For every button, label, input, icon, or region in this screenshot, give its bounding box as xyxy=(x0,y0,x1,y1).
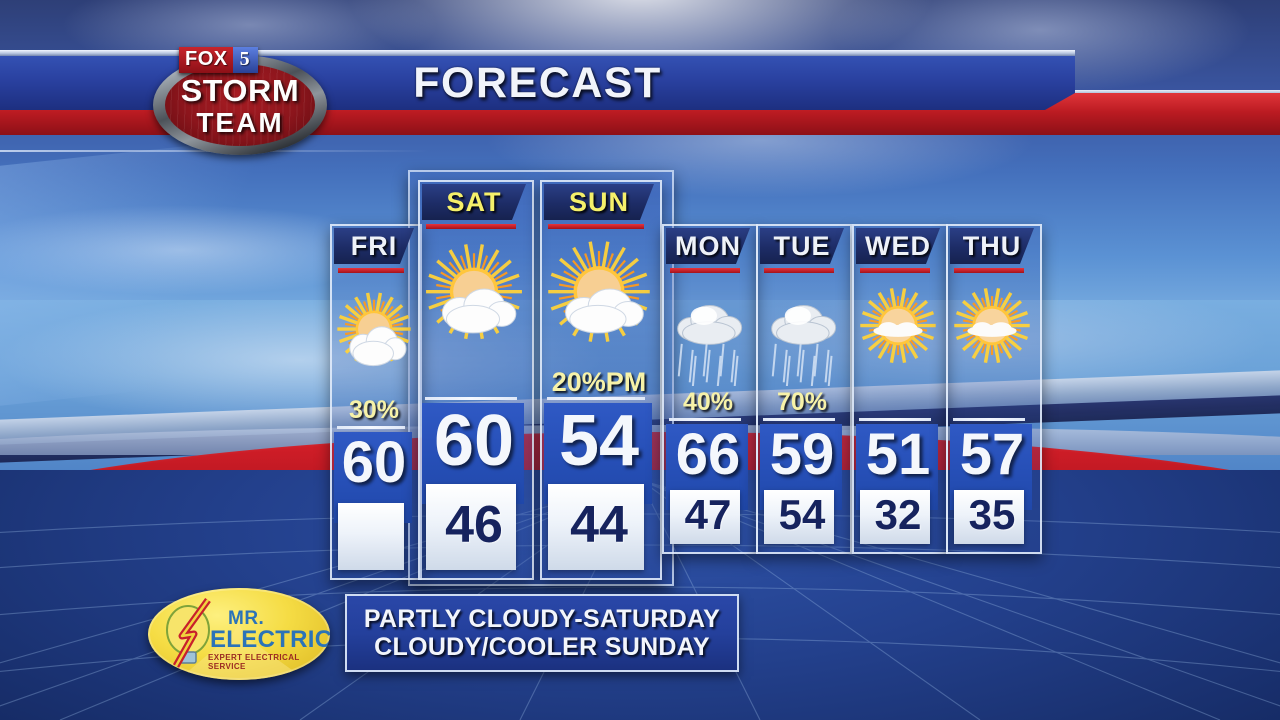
day-accent-stripe xyxy=(860,268,930,273)
day-accent-stripe xyxy=(670,268,740,273)
precip-chance: 70% xyxy=(776,388,828,416)
low-temp: 35 xyxy=(968,491,1016,538)
temp-divider xyxy=(763,418,835,421)
forecast-day-column[interactable]: SUN 20%PM 54 44 xyxy=(540,180,662,580)
day-label-header: MON xyxy=(666,228,750,264)
high-temp: 57 xyxy=(959,422,1025,487)
page-title: FORECAST xyxy=(413,58,662,107)
fox5-storm-team-logo: FOX 5 STORM TEAM xyxy=(145,33,335,158)
high-temp: 66 xyxy=(675,422,741,487)
day-label-header: SUN xyxy=(544,184,654,220)
low-temp-box xyxy=(954,490,1024,544)
low-temp: 54 xyxy=(778,491,826,538)
forecast-day-column[interactable]: MON 40% 66 47 xyxy=(662,224,758,554)
day-label: FRI xyxy=(350,230,398,261)
sponsor-name-line-2: ELECTRIC xyxy=(210,626,330,653)
low-temp: 46 xyxy=(445,496,503,554)
header-blue-chrome xyxy=(0,50,1075,56)
day-label-header: SAT xyxy=(422,184,526,220)
storm-wordmark: STORM xyxy=(180,73,300,108)
forecast-day-column[interactable]: FRI 30% 60 xyxy=(330,224,422,580)
low-temp-box xyxy=(338,503,404,570)
channel-number: 5 xyxy=(232,47,258,73)
sun-thin-cloud-icon xyxy=(857,278,939,386)
low-temp-box xyxy=(860,490,930,544)
fox5-badge: FOX 5 xyxy=(179,47,258,73)
day-label: TUE xyxy=(773,230,831,261)
high-temp: 59 xyxy=(769,422,835,487)
day-label: MON xyxy=(675,230,741,261)
sponsor-tagline: EXPERT ELECTRICAL SERVICE xyxy=(208,653,300,671)
day-accent-stripe xyxy=(764,268,834,273)
low-temp-box xyxy=(670,490,740,544)
sponsor-oval: MR. ELECTRIC EXPERT ELECTRICAL SERVICE xyxy=(148,588,330,680)
lightbulb-icon xyxy=(166,597,211,668)
mr-electric-logo: MR. ELECTRIC EXPERT ELECTRICAL SERVICE xyxy=(148,588,330,680)
day-accent-stripe xyxy=(548,224,644,229)
caption-line-2: CLOUDY/COOLER SUNDAY xyxy=(374,633,710,661)
low-temp-box xyxy=(426,484,516,570)
temp-divider xyxy=(425,397,517,400)
high-temp: 60 xyxy=(433,401,515,481)
day-label-header: TUE xyxy=(760,228,844,264)
day-label: WED xyxy=(865,230,931,261)
rain-cloud-icon xyxy=(667,278,749,386)
temp-divider xyxy=(337,426,405,429)
fox-wordmark: FOX xyxy=(179,47,233,73)
temp-divider xyxy=(547,397,645,400)
low-temp-box xyxy=(764,490,834,544)
high-temp: 51 xyxy=(865,422,931,487)
logo-red-face xyxy=(165,64,315,146)
temp-divider xyxy=(859,418,931,421)
high-temp: 54 xyxy=(558,401,640,481)
sponsor-name-line-1: MR. xyxy=(228,608,265,629)
day-label: THU xyxy=(962,230,1022,261)
day-label-header: WED xyxy=(856,228,940,264)
precip-chance: 20%PM xyxy=(551,367,647,397)
low-temp: 44 xyxy=(570,496,628,554)
temp-divider xyxy=(669,418,741,421)
sun-behind-cloud-icon xyxy=(423,234,525,365)
forecast-day-column[interactable]: SAT 60 46 xyxy=(418,180,534,580)
forecast-caption: PARTLY CLOUDY-SATURDAY CLOUDY/COOLER SUN… xyxy=(345,594,739,672)
day-accent-stripe xyxy=(338,268,404,273)
sponsor-sunburst-icon xyxy=(178,622,306,680)
forecast-day-column[interactable]: WED 51 32 xyxy=(852,224,948,554)
day-label: SUN xyxy=(568,186,629,217)
low-temp: 47 xyxy=(684,491,732,538)
team-wordmark: TEAM xyxy=(196,107,284,138)
day-accent-stripe xyxy=(954,268,1024,273)
high-temp: 60 xyxy=(341,430,407,495)
day-label-header: FRI xyxy=(334,228,414,264)
rain-cloud-icon xyxy=(761,278,843,386)
day-label: SAT xyxy=(446,186,502,217)
sun-behind-cloud-icon xyxy=(545,234,653,365)
caption-line-1: PARTLY CLOUDY-SATURDAY xyxy=(363,605,721,633)
precip-chance: 40% xyxy=(682,388,734,416)
forecast-day-column[interactable]: TUE 70% 59 54 xyxy=(756,224,852,554)
forecast-day-column[interactable]: THU 57 35 xyxy=(946,224,1042,554)
day-label-header: THU xyxy=(950,228,1034,264)
temp-divider xyxy=(953,418,1025,421)
day-accent-stripe xyxy=(426,224,516,229)
precip-chance: 30% xyxy=(348,396,400,424)
sun-behind-cloud-icon xyxy=(335,278,413,394)
sun-thin-cloud-icon xyxy=(951,278,1033,386)
low-temp-box xyxy=(548,484,644,570)
low-temp: 32 xyxy=(874,491,922,538)
